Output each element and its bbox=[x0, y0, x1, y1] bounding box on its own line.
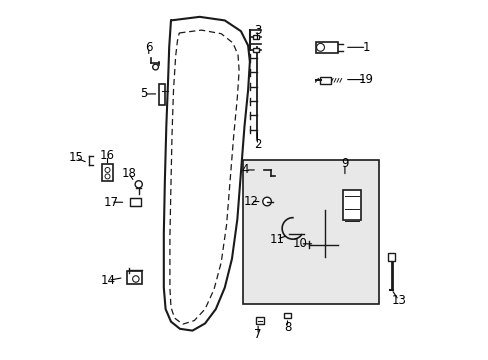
Bar bbox=[253, 35, 259, 40]
Text: 4: 4 bbox=[242, 163, 249, 176]
Text: 6: 6 bbox=[145, 41, 152, 54]
Circle shape bbox=[105, 167, 110, 172]
Bar bbox=[316, 41, 337, 53]
Text: 10: 10 bbox=[292, 237, 307, 250]
Circle shape bbox=[105, 174, 110, 179]
Text: 3: 3 bbox=[253, 24, 261, 37]
Circle shape bbox=[132, 276, 139, 282]
Bar bbox=[102, 164, 112, 181]
Text: 15: 15 bbox=[68, 151, 83, 164]
Text: 11: 11 bbox=[269, 233, 284, 246]
Circle shape bbox=[262, 197, 271, 206]
Bar bbox=[127, 271, 142, 284]
Text: 1: 1 bbox=[362, 41, 369, 54]
Text: 18: 18 bbox=[122, 167, 136, 180]
Bar bbox=[283, 313, 291, 319]
Bar bbox=[319, 77, 330, 84]
Bar bbox=[387, 253, 394, 261]
Bar bbox=[242, 160, 378, 304]
Bar bbox=[129, 198, 140, 206]
Text: 2: 2 bbox=[253, 138, 261, 151]
Text: 14: 14 bbox=[101, 274, 116, 287]
Bar bbox=[343, 190, 360, 220]
Text: 16: 16 bbox=[100, 149, 115, 162]
Text: 8: 8 bbox=[283, 320, 291, 333]
Text: 17: 17 bbox=[103, 196, 119, 209]
Bar bbox=[159, 84, 165, 105]
Circle shape bbox=[135, 181, 142, 188]
Text: 19: 19 bbox=[358, 73, 373, 86]
Text: 9: 9 bbox=[341, 157, 348, 170]
Circle shape bbox=[152, 64, 158, 70]
Text: 5: 5 bbox=[140, 87, 147, 100]
Text: 13: 13 bbox=[390, 294, 406, 307]
Bar bbox=[253, 48, 259, 52]
Bar bbox=[255, 318, 264, 324]
Text: 12: 12 bbox=[243, 195, 258, 208]
Text: 7: 7 bbox=[254, 328, 262, 341]
Circle shape bbox=[316, 43, 324, 51]
